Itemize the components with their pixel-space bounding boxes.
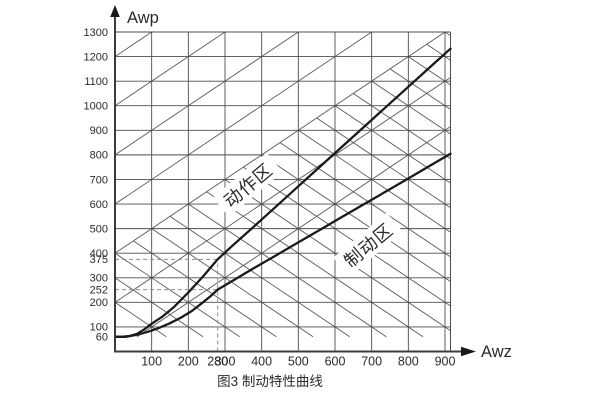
- hatch-down-line: [169, 215, 350, 338]
- hatch-down-line: [408, 56, 451, 86]
- upper-boundary-curve: [113, 47, 452, 338]
- region-label-halo: [212, 152, 283, 217]
- y-tick-label: 400: [90, 248, 108, 260]
- figure-caption: 图3 制动特性曲线: [217, 374, 323, 389]
- y-tick-label: 900: [90, 125, 108, 137]
- hatch-down-line: [316, 117, 451, 209]
- hatch-up-line: [114, 77, 451, 303]
- y-axis-arrow: [110, 5, 120, 17]
- hatch-down-line: [334, 105, 451, 184]
- y-tick-label: 700: [90, 174, 108, 186]
- x-tick-label: 900: [435, 355, 456, 369]
- y-tick-label: 100: [90, 322, 108, 334]
- region-label-group: 动作区: [212, 152, 283, 217]
- y-tick-label: 1000: [84, 101, 108, 113]
- x-tick-label: 280: [207, 355, 228, 369]
- y-tick-label: 1200: [84, 51, 108, 63]
- hatch-down-line: [114, 252, 240, 338]
- hatch-down-line: [188, 203, 387, 338]
- x-axis-title: Awz: [481, 343, 512, 361]
- hatch-down-line: [426, 43, 451, 61]
- hatch-up-line: [114, 31, 152, 57]
- hatch-down-line: [371, 80, 451, 135]
- x-tick-label: 500: [288, 355, 309, 369]
- hatch-up-line: [136, 126, 451, 338]
- hatch-down-line: [444, 31, 451, 37]
- hatch-down-line: [353, 93, 451, 159]
- hatch-up-line: [114, 31, 226, 107]
- x-tick-label: 200: [178, 355, 199, 369]
- x-tick-label: 300: [215, 355, 236, 369]
- hatch-down-line: [389, 68, 451, 110]
- x-tick-label: 800: [398, 355, 419, 369]
- x-tick-label: 400: [251, 355, 272, 369]
- y-axis-title: Awp: [127, 9, 159, 27]
- y-tick-label: 1100: [84, 76, 108, 88]
- y-tick-label: 300: [90, 273, 108, 285]
- x-axis-arrow: [461, 346, 476, 357]
- x-tick-label: 600: [325, 355, 346, 369]
- chart-plot-area: 动作区制动区1300120011001000900800700600500400…: [84, 27, 456, 369]
- y-tick-label: 375: [90, 254, 108, 266]
- hatch-down-line: [279, 142, 451, 258]
- hatch-down-line: [151, 228, 314, 338]
- lower-boundary-curve: [113, 152, 452, 338]
- x-tick-label: 700: [361, 355, 382, 369]
- hatch-down-line: [133, 240, 277, 338]
- region-label-halo: [333, 212, 403, 277]
- hatch-up-line: [114, 31, 372, 205]
- x-tick-label: 100: [141, 355, 162, 369]
- y-tick-label: 600: [90, 199, 108, 211]
- hatch-down-line: [298, 129, 451, 233]
- y-tick-label: 1300: [84, 27, 108, 39]
- y-tick-label: 252: [90, 284, 108, 296]
- y-tick-label: 60: [96, 332, 108, 344]
- hatch-down-line: [114, 301, 167, 338]
- hatch-down-line: [261, 154, 451, 282]
- y-tick-label: 200: [90, 297, 108, 309]
- hatch-up-line: [114, 31, 299, 156]
- hatch-down-line: [243, 166, 451, 307]
- hatch-down-line: [206, 191, 424, 338]
- y-tick-label: 500: [90, 223, 108, 235]
- y-tick-label: 800: [90, 150, 108, 162]
